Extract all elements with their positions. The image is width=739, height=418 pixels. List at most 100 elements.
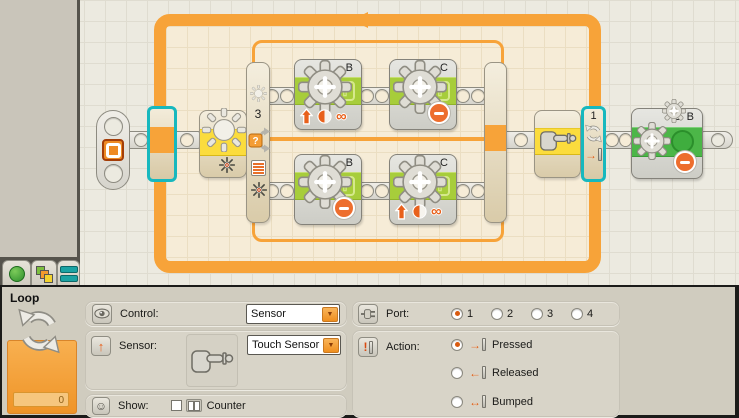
motor-settings-icons: ∞ bbox=[395, 203, 442, 220]
program-canvas[interactable]: 3 B ⇧ ∞ C ⇧ B bbox=[0, 0, 739, 286]
switch-condition-tab[interactable]: 3 bbox=[246, 62, 270, 223]
beam-hole bbox=[470, 184, 485, 198]
motor-block-b-bottom[interactable]: B ⇧ bbox=[294, 154, 362, 225]
beam-hole bbox=[279, 89, 294, 103]
loop-direction-arrow-icon bbox=[352, 12, 368, 28]
sensor-dropdown[interactable]: Touch Sensor ▼ bbox=[247, 335, 341, 355]
motor-block-b-top[interactable]: B ⇧ ∞ bbox=[294, 59, 362, 130]
released-icon: ← bbox=[469, 366, 486, 379]
move-block[interactable]: C B bbox=[631, 108, 703, 179]
tab-custom-palette[interactable] bbox=[57, 260, 80, 286]
radio-bumped[interactable] bbox=[451, 395, 463, 408]
beam-hole bbox=[103, 117, 123, 136]
switch-port-number: 3 bbox=[254, 107, 262, 121]
action-row: ! Action: → Pressed ← Released ↔ Bumped bbox=[352, 330, 620, 417]
beam-hole bbox=[456, 89, 471, 103]
motor-block-c-top[interactable]: C ⇧ bbox=[389, 59, 457, 130]
touch-hand-icon bbox=[190, 346, 234, 376]
radio-port-4[interactable] bbox=[571, 307, 583, 320]
radio-pressed[interactable] bbox=[451, 338, 463, 351]
radio-port-2[interactable] bbox=[491, 307, 503, 320]
loop-arrows-icon bbox=[584, 124, 603, 143]
beam-hole bbox=[470, 89, 485, 103]
beam-hole bbox=[456, 184, 471, 198]
complete-palette-icon bbox=[36, 265, 53, 283]
counter-checkbox[interactable] bbox=[170, 400, 182, 411]
loop-start-tab-selected[interactable] bbox=[147, 106, 177, 182]
switch-upper-beam bbox=[455, 87, 486, 105]
sequence-beam-end bbox=[702, 131, 733, 149]
pressed-icon: → bbox=[469, 338, 486, 351]
motor-port-label: B bbox=[345, 62, 354, 74]
unlimited-duration-icon: ∞ bbox=[431, 203, 442, 220]
motor-port-label: C bbox=[440, 62, 449, 74]
sun-icon bbox=[202, 108, 246, 152]
radio-released[interactable] bbox=[451, 366, 463, 379]
beam-hole bbox=[180, 133, 194, 147]
control-row: Control: Sensor ▼ bbox=[85, 301, 347, 326]
start-point-icon bbox=[102, 139, 124, 161]
beam-hole bbox=[134, 133, 148, 147]
port-label: Port: bbox=[386, 307, 410, 320]
plug-icon bbox=[358, 303, 378, 324]
light-sensor-block[interactable] bbox=[199, 110, 247, 178]
dark-spark-icon bbox=[251, 182, 267, 198]
port-option-3[interactable]: 3 bbox=[531, 307, 553, 320]
touch-sensor-block[interactable] bbox=[534, 110, 581, 178]
light-spark-icon bbox=[219, 157, 235, 173]
panel-title: Loop bbox=[10, 291, 40, 305]
motor-block-c-bottom[interactable]: C ⇧ ∞ bbox=[389, 154, 457, 225]
radio-port-3[interactable] bbox=[531, 307, 543, 320]
beam-hole bbox=[279, 184, 294, 198]
beam-hole bbox=[605, 133, 619, 147]
motor-port-label: B bbox=[345, 157, 354, 169]
action-option-released[interactable]: ← Released bbox=[451, 366, 538, 379]
motor-settings-icons: ∞ bbox=[300, 108, 347, 125]
loop-count-number: 1 bbox=[590, 110, 597, 122]
switch-question-icon bbox=[248, 125, 270, 155]
counter-icon bbox=[185, 399, 202, 412]
configuration-panel: Loop 0 Control: Sensor ▼ ↑ Sensor: Touch… bbox=[0, 285, 739, 418]
control-dropdown[interactable]: Sensor ▼ bbox=[246, 304, 340, 324]
loop-end-tab-selected[interactable]: 1 → bbox=[581, 106, 606, 182]
switch-middle-line bbox=[266, 137, 488, 141]
switch-closing-bar bbox=[484, 62, 507, 223]
forward-arrow-icon bbox=[300, 108, 313, 125]
stop-icon bbox=[674, 151, 696, 173]
action-option-bumped[interactable]: ↔ Bumped bbox=[451, 395, 533, 408]
action-option-pressed[interactable]: → Pressed bbox=[451, 338, 532, 351]
port-option-4[interactable]: 4 bbox=[571, 307, 593, 320]
palette-sidebar bbox=[0, 0, 80, 285]
eye-icon bbox=[92, 303, 112, 324]
port-option-2[interactable]: 2 bbox=[491, 307, 513, 320]
stop-icon bbox=[333, 197, 355, 219]
unlimited-duration-icon: ∞ bbox=[336, 108, 347, 125]
sensor-label: Sensor: bbox=[119, 340, 157, 352]
power-icon bbox=[412, 204, 427, 219]
switch-lower-beam bbox=[455, 182, 486, 200]
steering-circle-icon bbox=[671, 130, 694, 153]
gear-icon bbox=[633, 122, 671, 160]
radio-port-1[interactable] bbox=[451, 307, 463, 320]
chevron-down-icon[interactable]: ▼ bbox=[322, 306, 338, 322]
control-label: Control: bbox=[120, 307, 159, 320]
bumped-icon: ↔ bbox=[469, 395, 486, 408]
sun-icon bbox=[250, 85, 267, 102]
program-start-block[interactable] bbox=[96, 110, 130, 190]
gear-icon bbox=[298, 60, 352, 114]
sequence-beam bbox=[505, 131, 536, 149]
pressed-condition-icon: → bbox=[585, 148, 602, 161]
sensor-dropdown-value: Touch Sensor bbox=[252, 339, 320, 351]
port-option-1[interactable]: 1 bbox=[451, 307, 473, 320]
forward-arrow-icon bbox=[395, 203, 408, 220]
chevron-down-icon[interactable]: ▼ bbox=[323, 337, 339, 353]
tab-common-palette[interactable] bbox=[2, 260, 31, 286]
sequence-beam bbox=[604, 131, 633, 149]
counter-option-label: Counter bbox=[206, 399, 246, 412]
switch-block-frame[interactable] bbox=[252, 40, 504, 242]
switch-lower-beam bbox=[358, 182, 391, 200]
port-row: Port: 1 2 3 4 bbox=[352, 301, 620, 326]
beam-pass bbox=[485, 125, 506, 151]
tab-complete-palette[interactable] bbox=[31, 260, 57, 286]
